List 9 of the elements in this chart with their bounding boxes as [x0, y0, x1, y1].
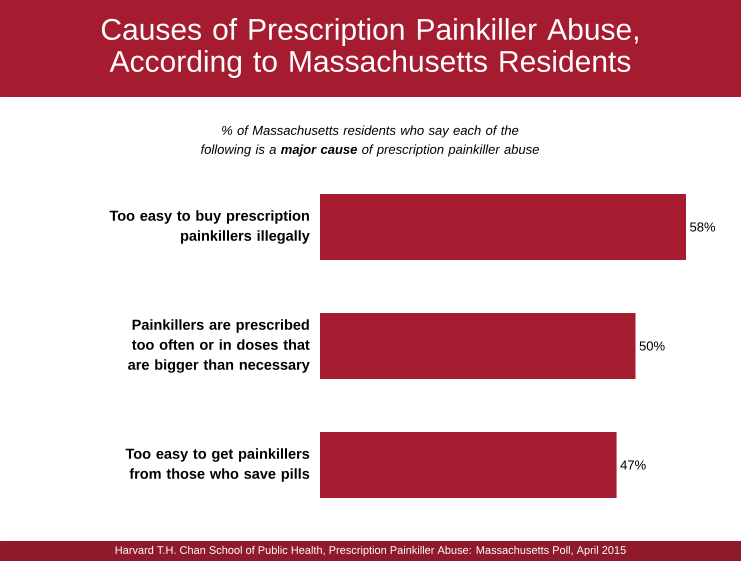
chart-title: Causes of Prescription Painkiller Abuse, According to Massachusetts Residents	[102, 18, 638, 78]
data-label: 50%	[640, 341, 665, 351]
data-label: 47%	[620, 460, 646, 470]
data-label: 58%	[690, 222, 716, 232]
chart-subtitle: % of Massachusetts residents who say each of the following is a major cause of prescription painkiller abuse	[201, 125, 539, 157]
y-tick-label: Painkillers are prescribed too often or in doses that are bigger than necessary	[128, 319, 310, 373]
y-tick-label: Too easy to get painkillers from those who save pills	[126, 448, 310, 482]
y-tick-label: Too easy to buy prescription painkillers illegally	[110, 210, 310, 244]
text: Harvard T.H. Chan School of Public Health, Prescription Painkiller Abuse: Massachusetts Poll, April 2015	[116, 546, 626, 556]
